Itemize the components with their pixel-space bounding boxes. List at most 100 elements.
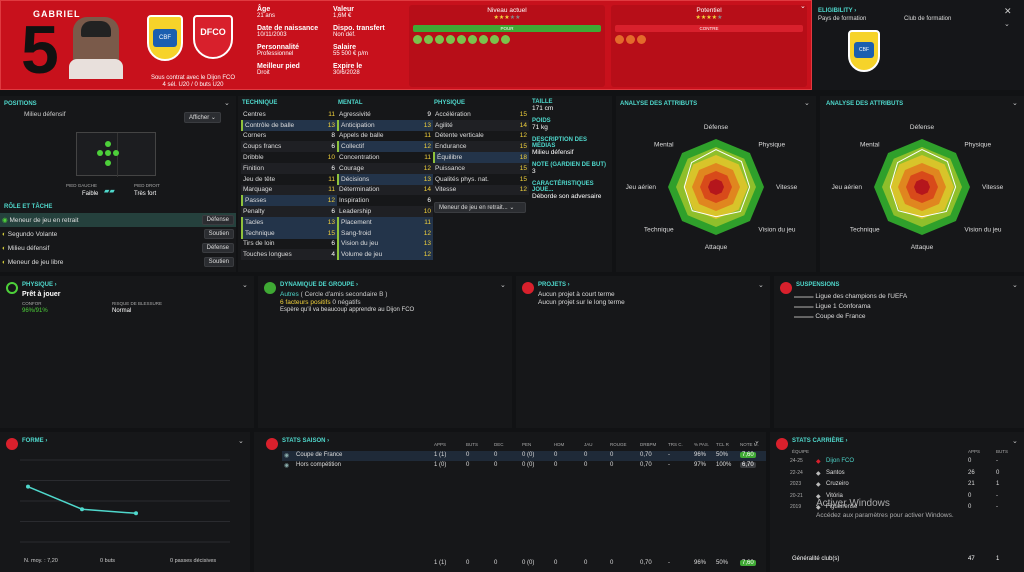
dynamics-group-note: ( Cercle d'amis secondaire B ) bbox=[300, 291, 388, 298]
role-item[interactable]: ◐ Segundo Volante Soutien bbox=[0, 227, 236, 241]
attribute-row[interactable]: Jeu de tête 11 bbox=[243, 175, 335, 183]
attribute-row[interactable]: Penalty 6 bbox=[241, 206, 337, 217]
header-chevron-icon[interactable]: ⌄ bbox=[800, 3, 806, 10]
competition-name[interactable]: Hors compétition bbox=[296, 462, 342, 468]
suspensions-chevron-icon[interactable]: ⌄ bbox=[1012, 282, 1018, 289]
season-column-header[interactable]: DRBPM bbox=[640, 442, 657, 447]
season-column-header[interactable]: PEN bbox=[522, 442, 532, 447]
radar-player-shape bbox=[889, 149, 957, 218]
season-cell: 0 bbox=[610, 462, 614, 468]
attribute-row[interactable]: Coups francs 6 bbox=[241, 141, 337, 153]
season-column-header[interactable]: DEC bbox=[494, 442, 504, 447]
show-select[interactable]: Afficher ⌄ bbox=[184, 112, 221, 123]
suspension-item: ▬▬▬ Ligue 1 Conforama bbox=[794, 303, 871, 310]
attribute-row[interactable]: Agilité 14 bbox=[433, 119, 529, 131]
physical-chevron-icon[interactable]: ⌄ bbox=[242, 282, 248, 289]
role-item[interactable]: ◐ Meneur de jeu libre Soutien bbox=[0, 255, 236, 269]
form-chevron-icon[interactable]: ⌄ bbox=[238, 438, 244, 445]
attribute-row[interactable]: Corners 8 bbox=[243, 132, 335, 140]
radar-chevron-icon[interactable]: ⌄ bbox=[804, 100, 810, 107]
radar-chart: Défense Physique Vitesse Vision du jeu Attaq… bbox=[626, 124, 798, 251]
season-column-header[interactable]: % PAS. bbox=[694, 442, 710, 447]
attribute-row[interactable]: Placement 11 bbox=[337, 216, 433, 228]
season-column-header[interactable]: TCL R bbox=[716, 442, 729, 447]
attribute-row[interactable]: Contrôle de balle 13 bbox=[241, 119, 337, 131]
projects-title[interactable]: PROJETS › bbox=[538, 282, 570, 288]
season-row[interactable] bbox=[282, 451, 766, 461]
career-team[interactable]: Figueirense bbox=[826, 504, 858, 510]
attribute-row[interactable]: Détermination 14 bbox=[337, 184, 433, 196]
attribute-row[interactable]: Vitesse 12 bbox=[433, 184, 529, 196]
dynamics-chevron-icon[interactable]: ⌄ bbox=[500, 282, 506, 289]
attribute-row[interactable]: Accélération 15 bbox=[435, 110, 527, 118]
attribute-row[interactable]: Détente verticale 12 bbox=[435, 132, 527, 140]
attribute-row[interactable]: Marquage 11 bbox=[241, 184, 337, 196]
career-team[interactable]: Santos bbox=[826, 469, 845, 476]
physical-title[interactable]: PHYSIQUE › bbox=[22, 282, 57, 288]
career-team[interactable]: Dijon FCO bbox=[826, 458, 855, 464]
season-cell: 0 bbox=[554, 462, 558, 468]
season-column-header[interactable]: NOTE M. bbox=[740, 442, 759, 447]
projects-short: Aucun projet à court terme bbox=[538, 291, 615, 298]
season-column-header[interactable]: HDM bbox=[554, 442, 565, 447]
attribute-row[interactable]: Sang-froid 12 bbox=[337, 227, 433, 239]
attribute-row[interactable]: Dribble 10 bbox=[243, 154, 335, 162]
physical-status: Prêt à jouer bbox=[22, 291, 61, 298]
attribute-row[interactable]: Touches longues 4 bbox=[241, 249, 337, 261]
season-column-header[interactable]: TRS C. bbox=[668, 442, 683, 447]
career-chevron-icon[interactable]: ⌄ bbox=[1012, 438, 1018, 445]
attribute-row[interactable]: Agressivité 9 bbox=[339, 110, 431, 118]
role-select[interactable]: Meneur de jeu en retrait... ⌄ bbox=[434, 202, 526, 213]
attribute-row[interactable]: Collectif 12 bbox=[337, 141, 433, 153]
attribute-row[interactable]: Tacles 13 bbox=[241, 216, 337, 228]
season-title[interactable]: STATS SAISON › bbox=[282, 438, 330, 444]
attribute-row[interactable]: Passes 12 bbox=[241, 195, 337, 207]
role-item[interactable]: ◉ Meneur de jeu en retrait Défense bbox=[0, 213, 236, 227]
competition-name[interactable]: Coupe de France bbox=[296, 452, 343, 458]
season-column-header[interactable]: BUTS bbox=[466, 442, 479, 447]
radar-axis-label: Jeu aérien bbox=[626, 184, 657, 191]
projects-chevron-icon[interactable]: ⌄ bbox=[758, 282, 764, 289]
season-column-header[interactable]: APPS bbox=[434, 442, 447, 447]
attribute-row[interactable]: Vision du jeu 13 bbox=[337, 238, 433, 250]
radar-chevron-icon[interactable]: ⌄ bbox=[1012, 100, 1018, 107]
attribute-row[interactable]: Volume de jeu 12 bbox=[337, 249, 433, 261]
attribute-row[interactable]: Puissance 15 bbox=[433, 162, 529, 174]
career-team[interactable]: Vitória bbox=[826, 492, 843, 499]
left-foot-value: Faible bbox=[82, 191, 99, 197]
dynamics-title[interactable]: DYNAMIQUE DE GROUPE › bbox=[280, 282, 359, 288]
career-team[interactable]: Cruzeiro bbox=[826, 481, 849, 487]
role-item[interactable]: ◐ Milieu défensif Défense bbox=[0, 241, 236, 255]
dob-value: 10/11/2003 bbox=[257, 32, 287, 38]
attribute-row[interactable]: Décisions 13 bbox=[337, 173, 433, 185]
attribute-row[interactable]: Centres 11 bbox=[243, 110, 335, 118]
season-column-header[interactable]: ROUGE bbox=[610, 442, 627, 447]
chevron-down-icon[interactable]: ⌄ bbox=[1004, 21, 1010, 28]
attribute-row[interactable]: Appels de balle 11 bbox=[339, 132, 431, 140]
club-crest-icon: ◆ bbox=[816, 459, 821, 465]
attribute-row[interactable]: Anticipation 13 bbox=[337, 119, 433, 131]
eligibility-title[interactable]: ELIGIBILITY › bbox=[818, 8, 857, 14]
attribute-row[interactable]: Endurance 15 bbox=[433, 141, 529, 153]
dob-label: Date de naissance bbox=[257, 25, 319, 32]
attribute-row[interactable]: Leadership 10 bbox=[337, 206, 433, 217]
attribute-row[interactable]: Inspiration 6 bbox=[339, 197, 431, 205]
career-year: 2023 bbox=[790, 481, 802, 487]
career-total-goals: 1 bbox=[996, 556, 1000, 562]
attribute-row[interactable]: Courage 12 bbox=[337, 162, 433, 174]
season-column-header[interactable]: JAU bbox=[584, 442, 593, 447]
foot-value: Droit bbox=[257, 70, 270, 76]
form-title[interactable]: FORME › bbox=[22, 438, 48, 444]
positions-chevron-icon[interactable]: ⌄ bbox=[224, 100, 230, 107]
season-chevron-icon[interactable]: ⌄ bbox=[754, 438, 760, 445]
attribute-row[interactable]: Qualités phys. nat. 15 bbox=[435, 175, 527, 183]
attribute-row[interactable]: Tirs de loin 6 bbox=[243, 240, 335, 248]
attribute-row[interactable]: Équilibre 18 bbox=[433, 152, 529, 163]
attribute-row[interactable]: Finition 6 bbox=[241, 162, 337, 174]
radar-axis-label: Mental bbox=[654, 142, 674, 149]
career-title[interactable]: STATS CARRIÈRE › bbox=[792, 438, 848, 444]
attribute-row[interactable]: Technique 15 bbox=[241, 227, 337, 239]
media-value: Milieu défensif bbox=[532, 149, 574, 156]
close-icon[interactable]: ✕ bbox=[1004, 6, 1012, 16]
attribute-row[interactable]: Concentration 11 bbox=[339, 154, 431, 162]
